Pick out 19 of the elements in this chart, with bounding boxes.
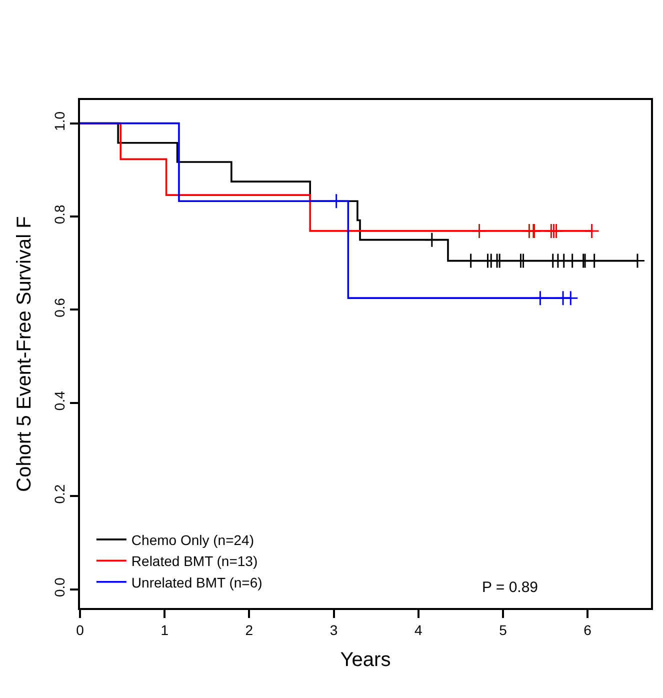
x-tick-label: 2	[245, 622, 254, 638]
x-tick-label: 4	[414, 622, 422, 638]
x-tick-label: 3	[330, 622, 338, 638]
annotation: P = 0.89	[482, 579, 538, 596]
y-axis-title: Cohort 5 Event-Free Survival F	[13, 216, 36, 492]
x-tick-label: 6	[584, 622, 592, 638]
y-tick-label: 0.6	[51, 298, 68, 318]
y-tick-label: 0.4	[51, 390, 68, 411]
legend-label: Related BMT (n=13)	[131, 553, 258, 570]
x-tick-label: 1	[160, 622, 169, 638]
x-tick-label: 5	[499, 622, 508, 638]
y-tick-label: 0.8	[51, 204, 68, 224]
x-axis-title: Years	[340, 648, 391, 671]
legend-label: Chemo Only (n=24)	[131, 532, 254, 548]
y-tick-label: 1.0	[51, 111, 68, 131]
legend-label: Unrelated BMT (n=6)	[131, 574, 262, 590]
y-tick-label: 0.0	[51, 577, 68, 597]
x-tick-label: 0	[76, 622, 84, 638]
y-tick-label: 0.2	[51, 484, 68, 504]
